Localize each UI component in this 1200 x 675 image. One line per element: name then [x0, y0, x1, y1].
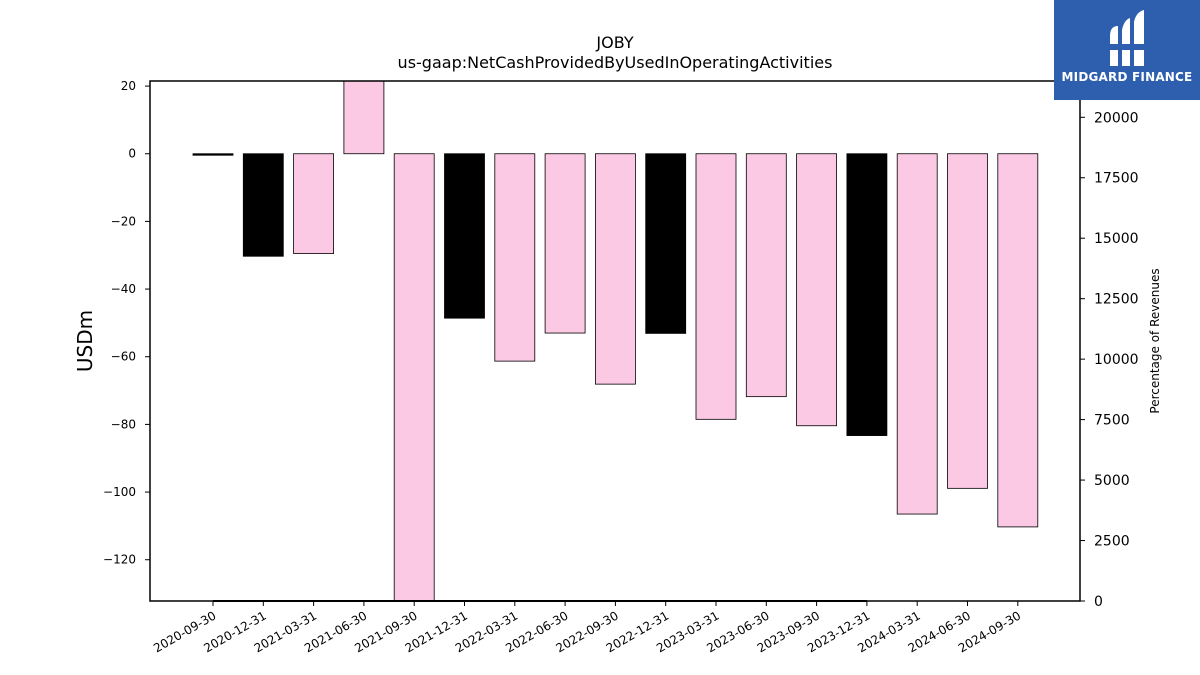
- bar-2020-12-31: [242, 153, 284, 257]
- bar-2021-09-30: [393, 153, 435, 602]
- bar-2022-09-30: [595, 153, 636, 385]
- y-tick-label: −120: [103, 553, 136, 567]
- bar-2023-03-31: [695, 153, 737, 420]
- bars-group: [192, 80, 1039, 602]
- right-y-tick-label: 15000: [1094, 231, 1139, 247]
- bar-2023-12-31: [846, 153, 888, 436]
- right-y-tick-label: 12500: [1094, 292, 1139, 308]
- right-y-tick-label: 0: [1094, 594, 1103, 610]
- right-y-tick-label: 7500: [1094, 413, 1130, 429]
- chart-title: JOBY: [595, 33, 633, 52]
- brand-logo: MIDGARD FINANCE: [1054, 0, 1200, 100]
- bar-2020-09-30: [192, 153, 234, 156]
- bar-2021-12-31: [444, 153, 485, 319]
- right-y-axis-label: Percentage of Revenues: [1148, 268, 1162, 413]
- y-tick-label: −60: [111, 350, 136, 364]
- bar-2022-12-31: [645, 153, 687, 334]
- brand-name: MIDGARD FINANCE: [1061, 70, 1193, 84]
- logo-mark-icon: [1106, 10, 1148, 66]
- bar-2021-06-30: [343, 80, 385, 155]
- plot-frame: [149, 80, 1081, 602]
- bar-2024-06-30: [947, 153, 988, 489]
- bar-2022-03-31: [494, 153, 536, 362]
- bar-2023-09-30: [796, 153, 837, 427]
- y-tick-label: −100: [103, 485, 136, 499]
- chart-subtitle: us-gaap:NetCashProvidedByUsedInOperating…: [398, 53, 833, 72]
- bar-2023-06-30: [745, 153, 787, 398]
- bar-2024-03-31: [896, 153, 938, 515]
- y-tick-label: 0: [128, 147, 136, 161]
- y-tick-label: −20: [111, 214, 136, 228]
- left-y-axis: 20 0 −20 −40 −60 −80 −100 −120: [103, 79, 150, 567]
- right-y-tick-label: 20000: [1094, 110, 1139, 126]
- y-tick-label: −40: [111, 282, 136, 296]
- bar-2022-06-30: [544, 153, 586, 334]
- right-y-tick-label: 5000: [1094, 473, 1130, 489]
- right-y-tick-label: 2500: [1094, 534, 1130, 550]
- right-y-axis: 0 2500 5000 7500 10000 12500 15000 17500 20000: [1080, 110, 1139, 610]
- right-y-tick-label: 10000: [1094, 352, 1139, 368]
- right-y-tick-label: 17500: [1094, 171, 1139, 187]
- y-tick-label: −80: [111, 417, 136, 431]
- y-tick-label: 20: [121, 79, 136, 93]
- x-axis: 2020-09-302020-12-312021-03-312021-06-30…: [151, 601, 1023, 655]
- bar-2021-03-31: [293, 153, 335, 254]
- bar-2024-09-30: [997, 153, 1039, 528]
- y-axis-label: USDm: [73, 310, 97, 372]
